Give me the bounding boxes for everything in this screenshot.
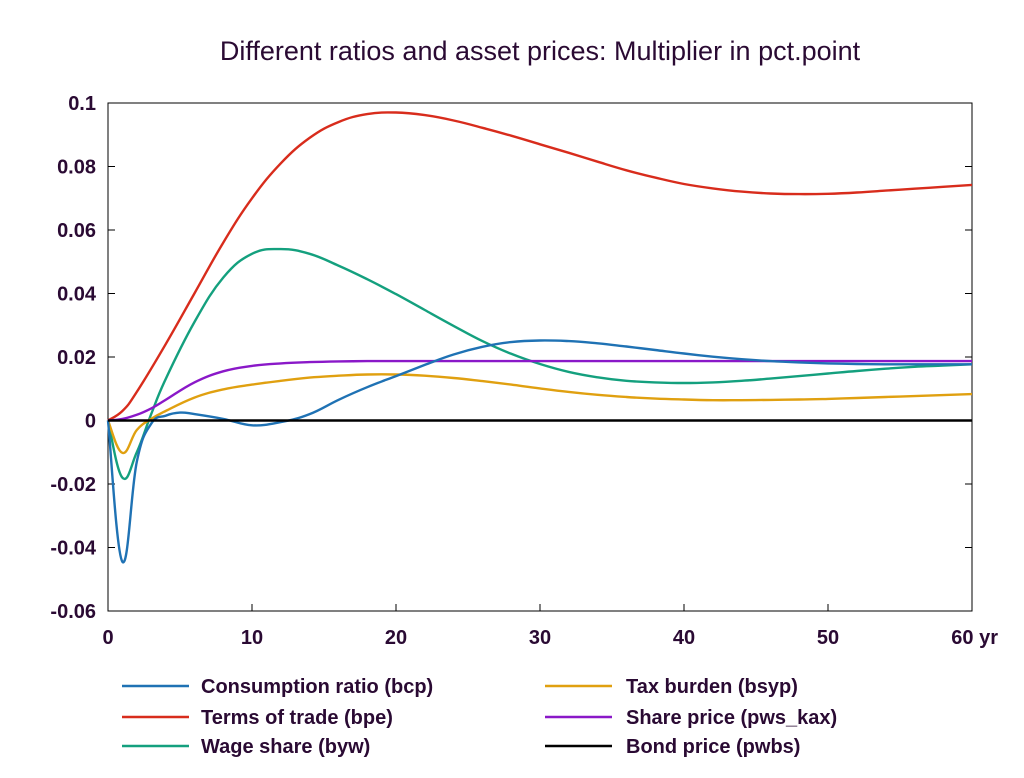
legend-label: Tax burden (bsyp) — [626, 676, 798, 698]
y-tick-label: 0.1 — [68, 93, 96, 115]
series-line-tax-burden-bsyp — [106, 373, 973, 455]
y-tick-label: 0.04 — [57, 284, 97, 306]
series-line-terms-of-trade-bpe — [107, 111, 973, 422]
y-tick-label: 0 — [85, 411, 96, 433]
legend-label: Terms of trade (bpe) — [201, 707, 393, 729]
y-tick-label: 0.08 — [57, 157, 96, 179]
series-lines — [106, 111, 973, 564]
y-tick-label: 0.06 — [57, 220, 96, 242]
legend-label: Share price (pws_kax) — [626, 707, 837, 729]
y-tick-label: -0.06 — [50, 601, 96, 623]
legend-label: Bond price (pwbs) — [626, 736, 800, 758]
legend-label: Consumption ratio (bcp) — [201, 676, 433, 698]
x-tick-label: 40 — [673, 627, 695, 649]
x-axis: 0 10 20 30 40 50 60 yr — [102, 604, 998, 649]
x-tick-label: 10 — [241, 627, 263, 649]
x-tick-label: 20 — [385, 627, 407, 649]
series-line-share-price-pws-kax — [107, 359, 972, 422]
x-tick-label: 50 — [817, 627, 839, 649]
series-line-wage-share-byw — [106, 247, 973, 481]
series-line-consumption-ratio-bcp — [106, 339, 972, 564]
chart-title: Different ratios and asset prices: Multi… — [220, 36, 861, 66]
legend: Consumption ratio (bcp) Terms of trade (b… — [122, 676, 837, 758]
plot-frame — [107, 102, 973, 612]
y-tick-label: 0.02 — [57, 347, 96, 369]
x-tick-label: 60 yr — [951, 627, 998, 649]
y-axis: 0.1 0.08 0.06 0.04 0.02 0 -0.02 -0.04 -0.06 — [50, 93, 972, 623]
x-tick-label: 30 — [529, 627, 551, 649]
y-tick-label: -0.02 — [50, 474, 96, 496]
legend-label: Wage share (byw) — [201, 736, 370, 758]
x-tick-label: 0 — [102, 627, 113, 649]
y-tick-label: -0.04 — [50, 538, 96, 560]
